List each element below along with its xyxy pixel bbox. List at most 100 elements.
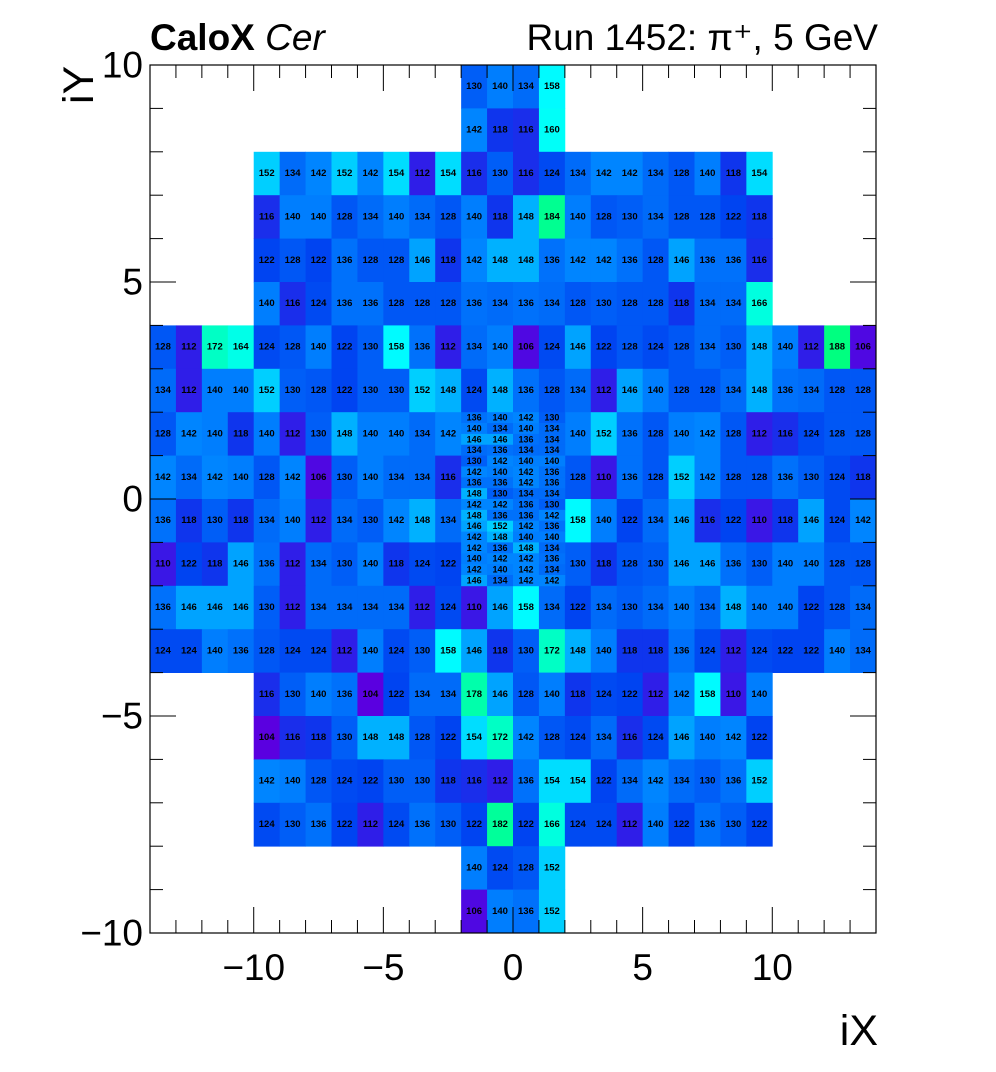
heatmap-cell <box>305 672 332 717</box>
cell-value: 122 <box>725 515 741 526</box>
cell-value: 136 <box>337 255 353 266</box>
cell-value: 116 <box>441 472 456 483</box>
heatmap-cell <box>461 65 488 109</box>
heatmap-cell <box>383 195 410 239</box>
cell-value: 112 <box>415 168 430 179</box>
heatmap-cell <box>850 542 877 587</box>
heatmap-cell <box>590 542 618 587</box>
cell-value: 128 <box>725 472 741 483</box>
heatmap-cell <box>616 542 644 587</box>
heatmap-cell <box>720 629 747 673</box>
heatmap-cell <box>850 325 877 370</box>
heatmap-cell <box>487 65 514 109</box>
cell-value: 140 <box>700 732 716 743</box>
cell-value: 134 <box>414 472 431 483</box>
cell-value: 142 <box>518 554 533 564</box>
cell-value: 122 <box>570 602 586 613</box>
heatmap-cell <box>538 466 566 478</box>
heatmap-cell <box>616 455 644 500</box>
heatmap-cell <box>357 759 384 804</box>
channel-label: Cer <box>265 17 325 58</box>
cell-value: 134 <box>311 602 328 613</box>
cell-value: 124 <box>311 645 328 656</box>
cell-value: 140 <box>803 559 819 570</box>
cell-value: 118 <box>855 472 870 483</box>
cell-value: 124 <box>337 776 354 787</box>
heatmap-cell <box>201 368 229 413</box>
cell-value: 142 <box>855 515 871 526</box>
cell-value: 128 <box>285 255 301 266</box>
cell-value: 124 <box>259 342 276 353</box>
cell-value: 154 <box>570 776 587 787</box>
cell-value: 140 <box>493 413 508 423</box>
heatmap-cell <box>538 412 566 424</box>
cell-value: 124 <box>492 862 509 873</box>
heatmap-cell <box>487 368 514 413</box>
cell-value: 124 <box>648 342 665 353</box>
cell-value: 140 <box>544 456 559 466</box>
cell-value: 142 <box>700 428 716 439</box>
cell-value: 130 <box>803 472 819 483</box>
heatmap-cell <box>253 368 281 413</box>
cell-value: 136 <box>414 342 430 353</box>
heatmap-cell <box>487 716 514 760</box>
heatmap-cell <box>461 488 488 500</box>
heatmap-cell <box>331 542 358 587</box>
heatmap-cell <box>513 629 540 673</box>
heatmap-cell <box>513 151 540 196</box>
heatmap-cell <box>720 455 747 500</box>
heatmap-cell <box>642 759 669 804</box>
cell-value: 136 <box>467 478 482 488</box>
cell-value: 128 <box>648 428 664 439</box>
cell-value: 134 <box>544 298 561 309</box>
cell-value: 130 <box>285 819 301 830</box>
heatmap-cell <box>279 282 306 326</box>
cell-value: 148 <box>388 732 404 743</box>
heatmap-cell <box>331 455 358 500</box>
heatmap-cell <box>746 802 773 847</box>
cell-value: 134 <box>648 515 665 526</box>
cell-value: 152 <box>337 168 353 179</box>
cell-value: 124 <box>388 645 405 656</box>
cell-value: 128 <box>155 428 171 439</box>
cell-value: 134 <box>544 543 559 553</box>
heatmap-cell <box>746 238 773 283</box>
cell-value: 140 <box>285 776 301 787</box>
cell-value: 136 <box>622 472 638 483</box>
heatmap-cell <box>694 238 721 283</box>
heatmap-cell <box>668 802 695 847</box>
cell-value: 136 <box>493 543 508 553</box>
cell-value: 142 <box>544 510 559 520</box>
heatmap-cell <box>201 325 229 370</box>
heatmap-cell <box>279 238 306 283</box>
cell-value: 128 <box>648 255 664 266</box>
cell-value: 124 <box>596 689 613 700</box>
heatmap-cell <box>720 716 747 760</box>
heatmap-cell <box>513 444 540 456</box>
cell-value: 142 <box>596 255 612 266</box>
cell-value: 142 <box>596 168 612 179</box>
heatmap-cell <box>150 368 177 413</box>
cell-value: 140 <box>674 602 690 613</box>
heatmap-cell <box>513 412 540 424</box>
cell-value: 148 <box>492 255 508 266</box>
heatmap-cell <box>538 368 566 413</box>
cell-value: 134 <box>855 645 872 656</box>
heatmap-cell <box>513 282 540 326</box>
cell-value: 134 <box>362 211 379 222</box>
heatmap-cell <box>720 412 747 456</box>
cell-value: 148 <box>440 385 456 396</box>
cell-value: 154 <box>751 168 768 179</box>
cell-value: 134 <box>414 689 431 700</box>
heatmap-cell <box>435 802 462 847</box>
heatmap-cell <box>461 759 488 804</box>
cell-value: 152 <box>259 385 275 396</box>
heatmap-cell <box>824 585 851 630</box>
cell-value: 118 <box>441 255 456 266</box>
heatmap-cell <box>590 585 618 630</box>
heatmap-cell <box>305 585 332 630</box>
heatmap-cell <box>538 151 566 196</box>
cell-value: 134 <box>414 211 431 222</box>
cell-value: 128 <box>337 211 353 222</box>
heatmap-cell <box>538 716 566 760</box>
